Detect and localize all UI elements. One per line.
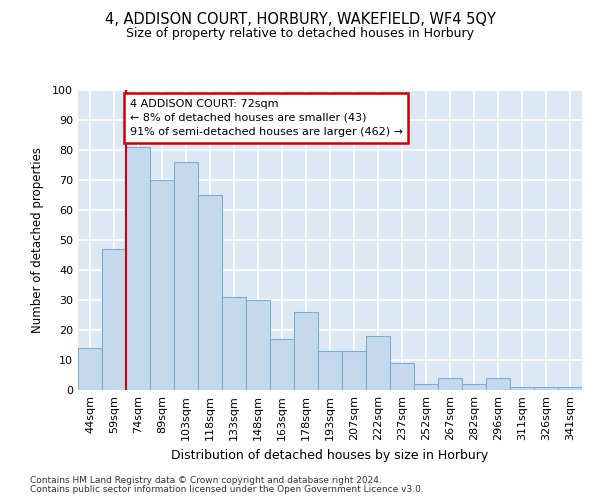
Text: Size of property relative to detached houses in Horbury: Size of property relative to detached ho… [126, 28, 474, 40]
Bar [222, 297, 246, 390]
Bar [438, 378, 462, 390]
Bar [78, 348, 102, 390]
Bar [102, 249, 126, 390]
Bar [534, 387, 558, 390]
Text: Contains public sector information licensed under the Open Government Licence v3: Contains public sector information licen… [30, 485, 424, 494]
Text: Distribution of detached houses by size in Horbury: Distribution of detached houses by size … [172, 448, 488, 462]
Bar [294, 312, 318, 390]
Text: 4 ADDISON COURT: 72sqm
← 8% of detached houses are smaller (43)
91% of semi-deta: 4 ADDISON COURT: 72sqm ← 8% of detached … [130, 99, 403, 137]
Bar [342, 351, 366, 390]
Text: 4, ADDISON COURT, HORBURY, WAKEFIELD, WF4 5QY: 4, ADDISON COURT, HORBURY, WAKEFIELD, WF… [104, 12, 496, 28]
Y-axis label: Number of detached properties: Number of detached properties [31, 147, 44, 333]
Bar [270, 339, 294, 390]
Bar [366, 336, 390, 390]
Bar [318, 351, 342, 390]
Bar [390, 363, 414, 390]
Bar [126, 147, 150, 390]
Bar [462, 384, 486, 390]
Text: Contains HM Land Registry data © Crown copyright and database right 2024.: Contains HM Land Registry data © Crown c… [30, 476, 382, 485]
Bar [558, 387, 582, 390]
Bar [198, 195, 222, 390]
Bar [486, 378, 510, 390]
Bar [150, 180, 174, 390]
Bar [414, 384, 438, 390]
Bar [510, 387, 534, 390]
Bar [174, 162, 198, 390]
Bar [246, 300, 270, 390]
